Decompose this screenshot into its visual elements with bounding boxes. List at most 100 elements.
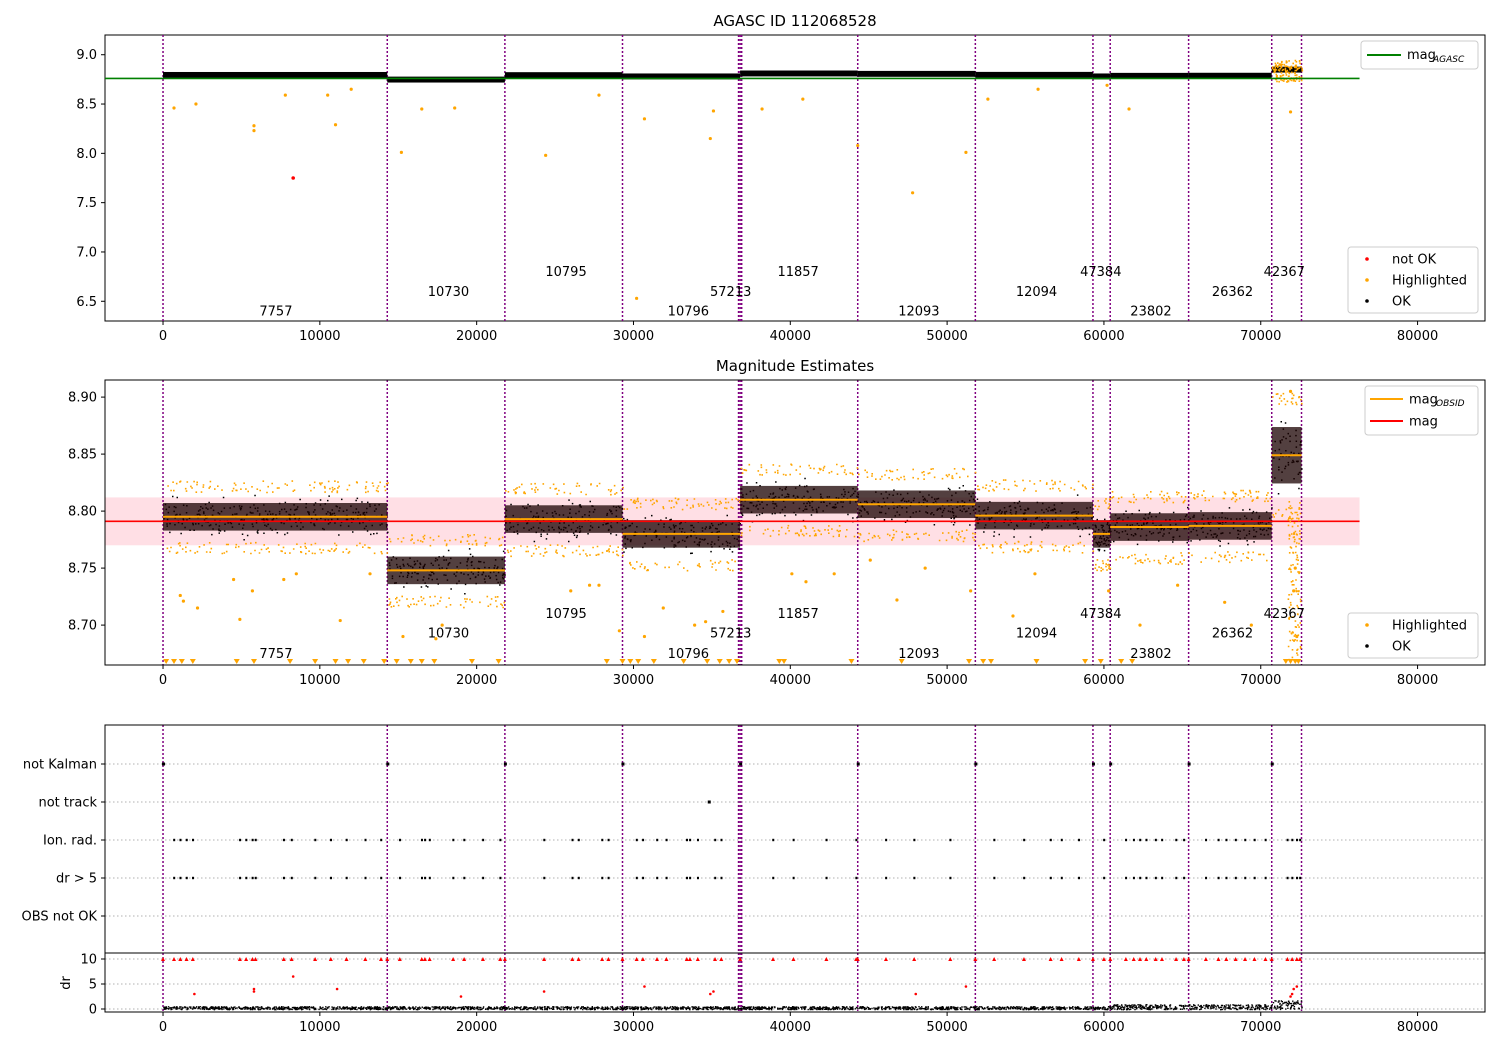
panel4-frame: [104, 952, 1486, 1013]
panel4-clipped-marker: [1263, 957, 1268, 961]
panel2-below-range-marker: [627, 659, 634, 664]
panel4-clipped-marker: [281, 957, 286, 961]
panel4-clipped-marker: [161, 957, 166, 961]
panel4-not-ok-point: [193, 992, 196, 996]
panel4-x-tick-label: 40000: [770, 1020, 811, 1035]
panel3-ion-rad-mark: [364, 838, 367, 842]
panel1-x-tick-label: 50000: [926, 329, 967, 344]
panel3-ion-rad-mark: [1023, 838, 1026, 842]
panel4-clipped-marker: [600, 957, 605, 961]
panel1-legend-marker: [1365, 257, 1369, 261]
panel1-highlighted-point: [252, 129, 256, 133]
panel1-y-tick-label: 8.0: [76, 147, 97, 162]
panel2-below-range-marker: [988, 659, 995, 664]
panel4-clipped-marker: [363, 957, 368, 961]
panel2-obsid-label: 26362: [1212, 627, 1253, 642]
panel3-ion-rad-mark: [993, 838, 996, 842]
panel3-dr5-mark: [696, 876, 699, 880]
panel3-dr5-mark: [1023, 876, 1026, 880]
panel1-highlighted-cluster: [1271, 59, 1304, 83]
panel2-highlighted-fringe: [1190, 489, 1272, 564]
panel1-legend-marker: [1365, 299, 1369, 303]
panel3-dr5-mark: [420, 876, 423, 880]
agasc-magnitude-panel: AGASC ID 112068528 0 10000 20000 30000 40000…: [76, 12, 1486, 344]
panel3-dr5-mark: [428, 876, 431, 880]
panel2-highlighted-point: [195, 606, 200, 610]
panel4-clipped-marker: [1021, 957, 1026, 961]
panel3-ion-rad-mark: [185, 838, 188, 842]
panel3-dr5-mark: [1161, 876, 1164, 880]
panel3-dr5-mark: [1234, 876, 1237, 880]
panel1-highlighted-point: [326, 93, 330, 97]
panel4-x-tick-label: 30000: [613, 1020, 654, 1035]
panel2-highlighted-point: [569, 589, 573, 593]
panel2-highlighted-point: [587, 583, 592, 587]
panel3-ion-rad-mark: [642, 838, 645, 842]
panel3-dr5-mark: [482, 876, 485, 880]
panel4-not-ok-point: [1289, 995, 1292, 998]
panel4-clipped-marker: [1285, 957, 1290, 961]
panel2-below-range-marker: [407, 659, 414, 664]
panel3-dr5-mark: [1145, 876, 1148, 880]
panel2-highlighted-point: [923, 566, 927, 570]
panel1-frame: [104, 34, 1486, 322]
panel1-highlighted-point: [964, 150, 968, 154]
panel4-clipped-marker: [289, 957, 294, 961]
panel4-clipped-marker: [462, 957, 467, 961]
panel3-ion-rad-mark: [282, 838, 285, 842]
panel4-clipped-marker: [328, 957, 333, 961]
panel2-y-tick-label: 8.70: [68, 619, 97, 634]
panel3-not-kalman-mark: [386, 762, 390, 766]
panel1-y-tick-label: 8.5: [76, 98, 97, 113]
panel3-ion-rad-mark: [577, 838, 580, 842]
panel2-highlighted-point: [1223, 600, 1227, 604]
panel2-legend-top-label: mag: [1409, 415, 1438, 430]
panel1-highlighted-point: [986, 97, 990, 101]
panel2-below-range-marker: [418, 659, 425, 664]
panel1-legend-label: Highlighted: [1392, 274, 1467, 289]
panel1-ok-band: [163, 71, 388, 78]
panel2-highlighted-point: [617, 629, 621, 633]
panel2-legend-bottom: Highlighted OK: [1347, 612, 1479, 659]
panel4-clipped-marker: [419, 957, 424, 961]
panel3-dr5-mark: [364, 876, 367, 880]
panel3-ion-rad-mark: [1244, 838, 1247, 842]
panel4-clipped-marker: [1159, 957, 1164, 961]
panel2-highlighted-point: [1011, 614, 1015, 618]
panel2-below-range-marker: [704, 659, 711, 664]
panel3-ion-rad-mark: [1103, 838, 1106, 842]
panel1-ok-band: [1092, 73, 1111, 80]
panel2-below-range-marker: [393, 659, 400, 664]
panel2-highlighted-point: [1033, 572, 1037, 576]
panel4-clipped-marker: [1138, 957, 1142, 961]
dr-axis-label: dr: [59, 976, 74, 990]
panel4-clipped-marker: [855, 957, 860, 961]
panel3-ion-rad-mark: [1183, 838, 1186, 842]
panel2-title: Magnitude Estimates: [716, 357, 874, 375]
panel3-ion-rad-mark: [254, 838, 257, 842]
panel3-ion-rad-mark: [463, 838, 466, 842]
panel3-ion-rad-mark: [1125, 838, 1128, 842]
panel4-not-ok-point: [709, 992, 712, 996]
panel3-frame: [104, 724, 1486, 954]
panel3-dr5-mark: [642, 876, 645, 880]
panel4-clipped-marker: [190, 957, 195, 961]
panel4-clipped-marker: [1153, 957, 1158, 961]
panel2-below-range-marker: [360, 659, 367, 664]
panel3-dr5-mark: [245, 876, 248, 880]
panel2-highlighted-point: [1288, 389, 1293, 393]
panel1-not-ok-point: [291, 176, 295, 180]
panel2-highlighted-point: [434, 637, 438, 641]
panel1-highlighted-point: [708, 136, 712, 141]
panel4-ok-points: [163, 1000, 1303, 1011]
panel4-clipped-marker: [1108, 957, 1113, 961]
panel3-ion-rad-mark: [345, 838, 348, 842]
panel1-highlighted-point: [349, 87, 353, 91]
panel2-below-range-marker: [233, 659, 240, 664]
panel1-obsid-label: 23802: [1130, 305, 1171, 320]
panel2-highlighted-point: [1176, 583, 1180, 587]
panel3-not-kalman-mark: [1187, 762, 1191, 766]
panel2-highlighted-point: [294, 572, 298, 576]
panel2-below-range-marker: [635, 659, 642, 664]
